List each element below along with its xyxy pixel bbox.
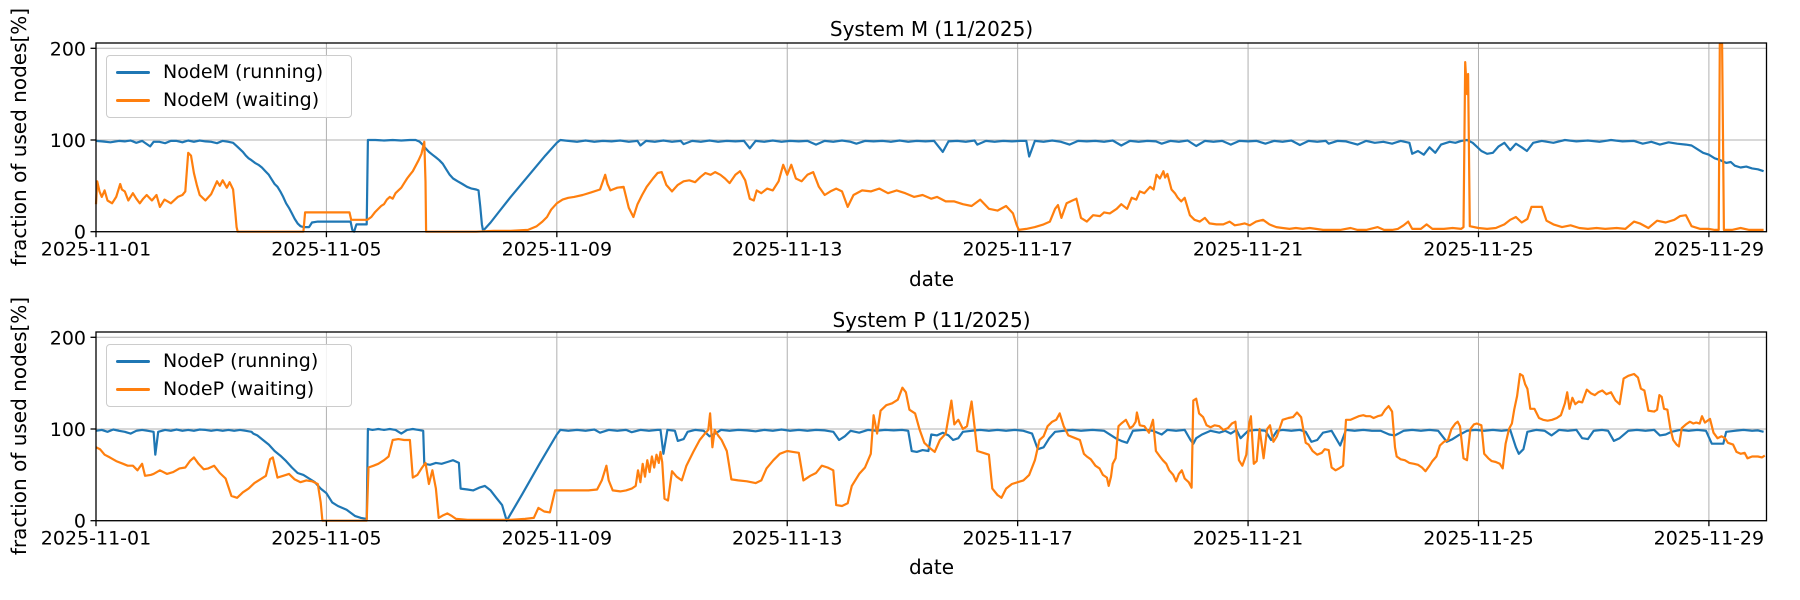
legend-item: NodeM (waiting) xyxy=(116,88,351,113)
svg-text:2025-11-17: 2025-11-17 xyxy=(962,528,1072,550)
svg-text:2025-11-13: 2025-11-13 xyxy=(732,239,842,261)
running-line-sample-icon xyxy=(116,360,150,364)
svg-text:2025-11-01: 2025-11-01 xyxy=(41,239,151,261)
waiting-line-sample-icon xyxy=(116,98,150,102)
chart1-xaxis-label: date xyxy=(908,267,955,291)
chart2-xaxis-label: date xyxy=(908,555,955,579)
svg-text:2025-11-13: 2025-11-13 xyxy=(732,528,842,550)
svg-text:200: 200 xyxy=(50,38,86,60)
chart1-title: System M (11/2025) xyxy=(829,17,1034,41)
svg-text:0: 0 xyxy=(74,222,86,244)
svg-text:2025-11-09: 2025-11-09 xyxy=(502,239,612,261)
svg-text:2025-11-21: 2025-11-21 xyxy=(1193,239,1303,261)
chart1-yaxis-label: fraction of used nodes[%] xyxy=(7,7,31,267)
legend-label: NodeM (running) xyxy=(163,61,324,84)
legend-item: NodeP (running) xyxy=(116,349,351,374)
chart1-legend: NodeM (running) NodeM (waiting) xyxy=(106,55,352,118)
svg-text:2025-11-21: 2025-11-21 xyxy=(1193,528,1303,550)
svg-text:0: 0 xyxy=(74,511,86,533)
svg-text:2025-11-17: 2025-11-17 xyxy=(962,239,1072,261)
chart2-legend: NodeP (running) NodeP (waiting) xyxy=(106,344,352,407)
running-line-sample-icon xyxy=(116,71,150,75)
chart2-yaxis-label: fraction of used nodes[%] xyxy=(7,296,31,556)
legend-label: NodeM (waiting) xyxy=(163,88,320,111)
svg-text:100: 100 xyxy=(50,419,86,441)
legend-label: NodeP (running) xyxy=(163,350,319,373)
svg-text:2025-11-29: 2025-11-29 xyxy=(1654,528,1764,550)
svg-text:2025-11-05: 2025-11-05 xyxy=(271,528,381,550)
svg-text:100: 100 xyxy=(50,130,86,152)
svg-text:2025-11-29: 2025-11-29 xyxy=(1654,239,1764,261)
waiting-line-sample-icon xyxy=(116,387,150,391)
svg-text:2025-11-25: 2025-11-25 xyxy=(1423,239,1533,261)
legend-item: NodeP (waiting) xyxy=(116,377,351,402)
chart2-title: System P (11/2025) xyxy=(832,308,1031,332)
svg-text:2025-11-09: 2025-11-09 xyxy=(502,528,612,550)
svg-text:200: 200 xyxy=(50,327,86,349)
legend-item: NodeM (running) xyxy=(116,60,351,85)
legend-label: NodeP (waiting) xyxy=(163,377,315,400)
svg-text:2025-11-01: 2025-11-01 xyxy=(41,528,151,550)
svg-text:2025-11-25: 2025-11-25 xyxy=(1423,528,1533,550)
svg-text:2025-11-05: 2025-11-05 xyxy=(271,239,381,261)
